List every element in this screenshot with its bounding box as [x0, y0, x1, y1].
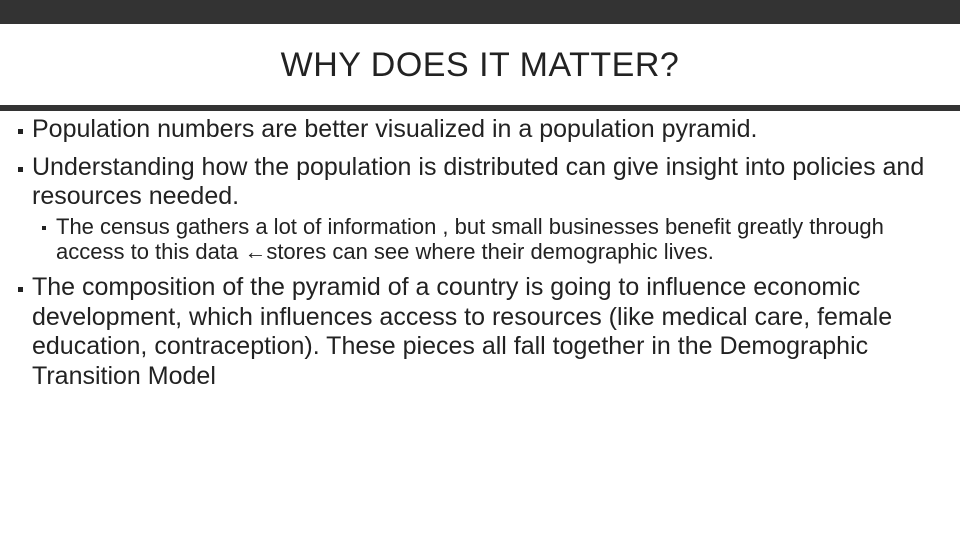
sub-bullet-list: The census gathers a lot of information … — [32, 214, 942, 266]
slide-title: WHY DOES IT MATTER? — [0, 46, 960, 85]
bullet-text: The census gathers a lot of information … — [56, 214, 884, 265]
list-item: The census gathers a lot of information … — [42, 214, 942, 266]
content-area: Population numbers are better visualized… — [0, 111, 960, 391]
title-area: WHY DOES IT MATTER? — [0, 24, 960, 105]
list-item: Understanding how the population is dist… — [18, 153, 942, 266]
list-item: The composition of the pyramid of a coun… — [18, 273, 942, 391]
bullet-text: The composition of the pyramid of a coun… — [32, 273, 892, 390]
list-item: Population numbers are better visualized… — [18, 115, 942, 145]
bullet-text: Population numbers are better visualized… — [32, 115, 757, 143]
bullet-list: Population numbers are better visualized… — [18, 115, 942, 391]
top-accent-bar — [0, 0, 960, 24]
bullet-text: Understanding how the population is dist… — [32, 153, 924, 211]
